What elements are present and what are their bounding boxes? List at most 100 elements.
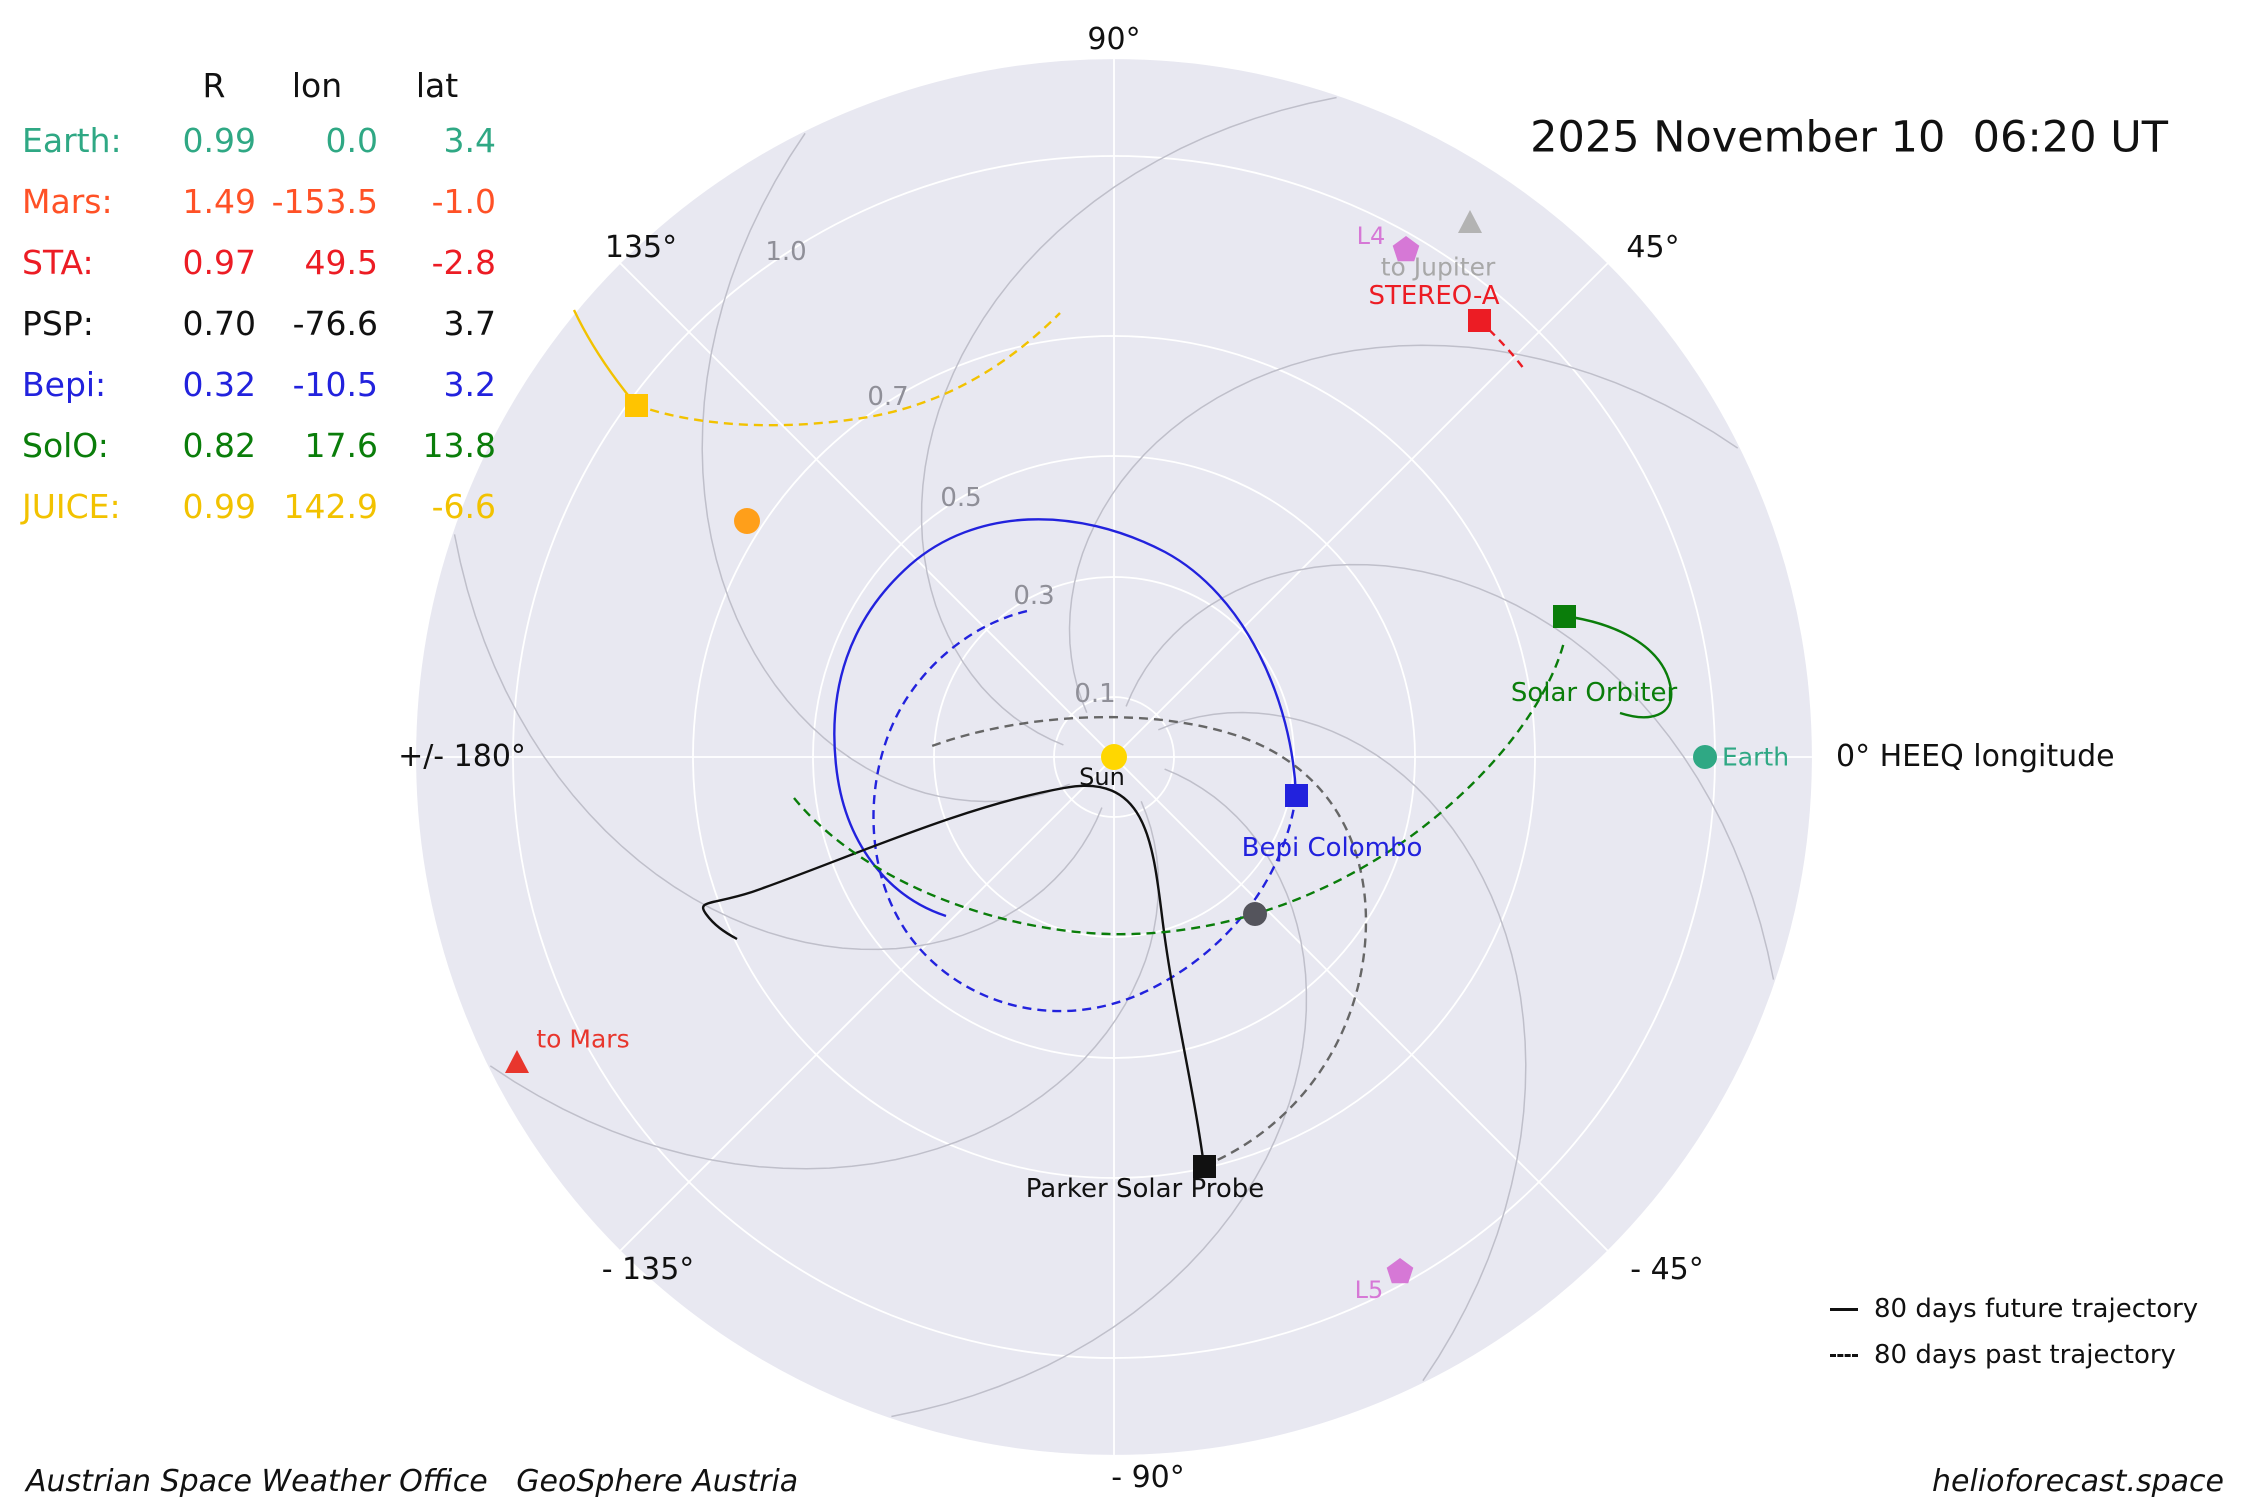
- row-r: 0.82: [182, 426, 256, 465]
- table-header-blank: [22, 62, 172, 110]
- row-r: 1.49: [182, 182, 256, 221]
- row-label: Earth:: [22, 121, 122, 160]
- trajectory-legend: 80 days future trajectory 80 days past t…: [1830, 1286, 2198, 1378]
- orange-dot-marker: [734, 508, 760, 534]
- trajectories: [572, 309, 1673, 1168]
- row-lon: -153.5: [271, 182, 378, 221]
- solo-future-trajectory: [1563, 614, 1673, 719]
- radial-tick-0-3: 0.3: [1013, 581, 1055, 612]
- row-lon: 0.0: [325, 121, 378, 160]
- parker-spiral: [489, 801, 1160, 1170]
- row-lon: -10.5: [292, 365, 378, 404]
- angle-label-180: +/- 180°: [398, 738, 526, 774]
- grid-spoke-225: [619, 756, 1115, 1252]
- l5-label: L5: [1354, 1276, 1384, 1305]
- row-r: 0.70: [182, 304, 256, 343]
- to-jupiter-triangle-marker: [1458, 210, 1482, 233]
- angle-label-135: 135°: [604, 229, 678, 265]
- row-lat: -6.6: [431, 487, 496, 526]
- row-lon: 49.5: [304, 243, 378, 282]
- table-header-lon: lon: [291, 66, 343, 105]
- angle-label-90: 90°: [1087, 21, 1141, 57]
- row-lat: -2.8: [431, 243, 496, 282]
- datetime-label: 2025 November 10 06:20 UT: [1530, 112, 2168, 163]
- psp-marker: [1193, 1155, 1216, 1178]
- angle-label-45: 45°: [1626, 229, 1680, 265]
- solo-label: Solar Orbiter: [1510, 678, 1678, 709]
- row-label: JUICE:: [22, 487, 121, 526]
- parker-spiral: [920, 96, 1337, 746]
- radial-tick-0-1: 0.1: [1074, 679, 1116, 710]
- row-lat: 3.4: [443, 121, 496, 160]
- solo-past-trajectory: [793, 641, 1566, 936]
- bepi-marker: [1285, 784, 1308, 807]
- row-lon: 142.9: [283, 487, 378, 526]
- row-r: 0.99: [182, 487, 256, 526]
- row-r: 0.97: [182, 243, 256, 282]
- legend-past-label: 80 days past trajectory: [1874, 1340, 2176, 1370]
- row-lat: 3.7: [443, 304, 496, 343]
- parker-spiral-gridlines: [453, 96, 1775, 1418]
- to-mars-label: to Mars: [536, 1024, 630, 1054]
- legend-row-past: 80 days past trajectory: [1830, 1332, 2198, 1378]
- radial-tick-0-7: 0.7: [867, 382, 909, 413]
- stereo-a-marker: [1468, 309, 1491, 332]
- markers: [505, 210, 1717, 1284]
- to-mars-triangle-marker: [505, 1050, 529, 1073]
- footer-left: Austrian Space Weather Office GeoSphere …: [26, 1463, 799, 1499]
- gray-dot-marker: [1243, 902, 1267, 926]
- sun-marker: [1101, 744, 1127, 770]
- earth-label: Earth: [1722, 742, 1790, 772]
- row-label: SolO:: [22, 426, 109, 465]
- position-table: R lon lat Earth: 0.99 0.0 3.4 Mars: 1.49…: [22, 62, 496, 537]
- bepi-future-trajectory: [833, 518, 1298, 918]
- row-lon: -76.6: [292, 304, 378, 343]
- angle-label-minus-90: - 90°: [1111, 1459, 1185, 1495]
- row-lat: 13.8: [422, 426, 496, 465]
- dashed-line-sample: [1830, 1353, 1858, 1357]
- row-r: 0.99: [182, 121, 256, 160]
- bepi-past-trajectory: [872, 608, 1298, 1013]
- row-label: Bepi:: [22, 365, 107, 404]
- row-label: PSP:: [22, 304, 94, 343]
- solo-marker: [1553, 605, 1576, 628]
- juice-past-trajectory: [635, 312, 1061, 427]
- parker-spiral: [1158, 711, 1527, 1382]
- radial-tick-1-0: 1.0: [765, 237, 807, 268]
- footer-right: helioforecast.space: [1931, 1463, 2224, 1499]
- legend-row-future: 80 days future trajectory: [1830, 1286, 2198, 1332]
- to-jupiter-label: to Jupiter: [1380, 252, 1496, 282]
- radial-tick-0-5: 0.5: [940, 483, 982, 514]
- angle-label-minus-45: - 45°: [1630, 1251, 1704, 1287]
- parker-spiral: [891, 768, 1308, 1418]
- row-lon: 17.6: [304, 426, 378, 465]
- angle-label-minus-135: - 135°: [601, 1251, 695, 1287]
- grid-spoke-45: [1113, 262, 1609, 758]
- l4-label: L4: [1356, 222, 1386, 251]
- juice-marker: [625, 394, 648, 417]
- bepi-label: Bepi Colombo: [1241, 833, 1423, 864]
- row-r: 0.32: [182, 365, 256, 404]
- table-header-lat: lat: [415, 66, 459, 105]
- row-lat: -1.0: [431, 182, 496, 221]
- angle-label-0-heeq: 0° HEEQ longitude: [1836, 738, 2115, 774]
- polar-grid: [413, 56, 1815, 1458]
- l4-marker: [1392, 236, 1420, 262]
- solid-line-sample: [1830, 1307, 1858, 1311]
- row-label: Mars:: [22, 182, 113, 221]
- grid-spoke-315: [1113, 756, 1609, 1252]
- row-lat: 3.2: [443, 365, 496, 404]
- sun-label: Sun: [1079, 763, 1125, 792]
- parker-spiral: [1125, 563, 1775, 980]
- legend-future-label: 80 days future trajectory: [1874, 1294, 2199, 1324]
- l5-marker: [1386, 1258, 1414, 1284]
- stereo-a-label: STEREO-A: [1368, 281, 1500, 312]
- psp-future-trajectory: [701, 784, 1206, 1167]
- psp-past-trajectory: [931, 715, 1368, 1168]
- psp-label: Parker Solar Probe: [1025, 1174, 1265, 1205]
- parker-spiral: [701, 132, 1070, 803]
- earth-marker: [1693, 745, 1717, 769]
- row-label: STA:: [22, 243, 94, 282]
